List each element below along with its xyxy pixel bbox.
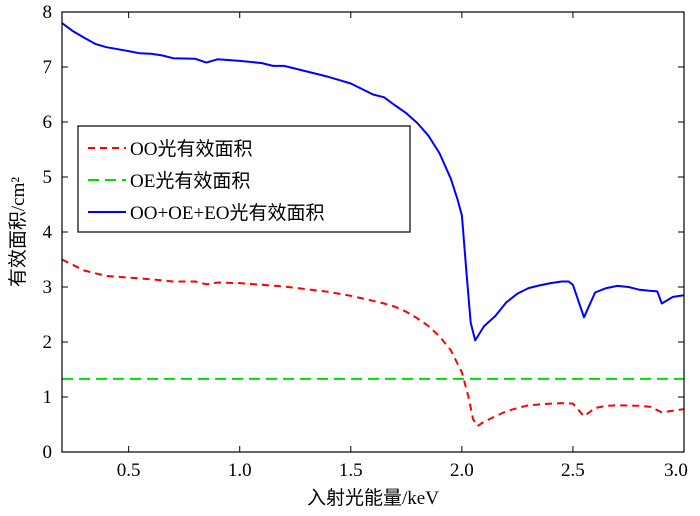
x-tick-label: 3.0	[664, 460, 688, 481]
legend-box	[77, 125, 411, 233]
legend-label-2: OE光有效面积	[130, 170, 250, 192]
x-tick-label: 1.0	[228, 460, 252, 481]
x-axis-label: 入射光能量/keV	[307, 487, 439, 509]
legend-label-1: OO光有效面积	[130, 138, 252, 160]
ticks-layer: 0.5 1.0 1.5 2.0 2.5 3.0 0 1 2 3 4 5 6 7 8	[43, 2, 688, 481]
series-layer	[62, 22, 684, 428]
y-tick-label: 8	[43, 2, 53, 23]
x-tick-label: 0.5	[117, 460, 141, 481]
y-tick-label: 5	[43, 167, 53, 188]
y-axis-label: 有效面积/cm²	[7, 177, 29, 287]
x-tick-label: 2.5	[561, 460, 585, 481]
y-tick-label: 6	[43, 112, 53, 133]
legend-label-3: OO+OE+EO光有效面积	[130, 202, 325, 224]
y-tick-label: 0	[43, 442, 53, 463]
y-tick-label: 1	[43, 387, 53, 408]
x-tick-label: 2.0	[450, 460, 474, 481]
y-tick-label: 2	[43, 332, 53, 353]
series-line-1	[62, 258, 684, 428]
x-tick-label: 1.5	[339, 460, 363, 481]
y-tick-label: 3	[43, 277, 53, 298]
y-tick-label: 4	[43, 222, 53, 243]
series-line-3	[62, 22, 684, 342]
y-tick-label: 7	[43, 57, 53, 78]
legend: OO光有效面积 OE光有效面积 OO+OE+EO光有效面积	[77, 125, 411, 233]
